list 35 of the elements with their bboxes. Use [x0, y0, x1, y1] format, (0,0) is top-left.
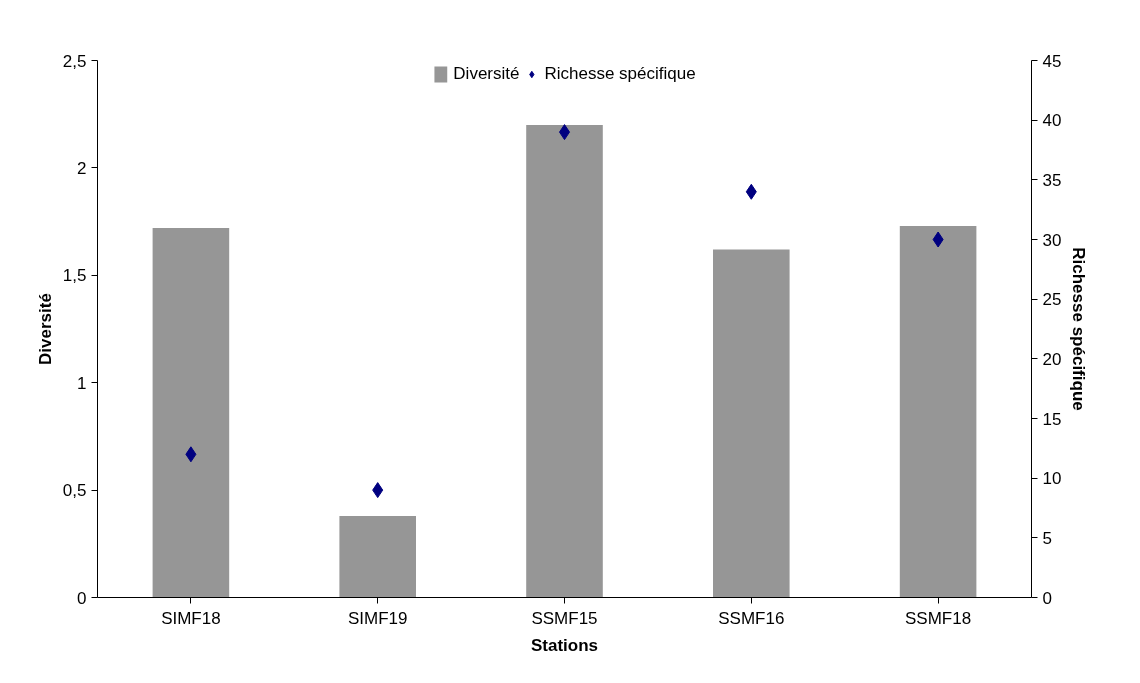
y-tick-label: 1,5: [62, 266, 87, 286]
y2-tick-label: 25: [1042, 290, 1062, 310]
y2-tick-label: 45: [1042, 51, 1062, 71]
x-tick-label: SIMF18: [161, 608, 221, 628]
x-axis-title: Stations: [530, 635, 599, 655]
y2-tick-label: 10: [1042, 469, 1062, 489]
y2-tick-label: 5: [1042, 528, 1052, 548]
bar: [526, 124, 603, 598]
point: [372, 482, 384, 499]
y-tick-label: 2: [77, 158, 87, 178]
x-tick-label: SSMF18: [905, 608, 972, 628]
point: [932, 231, 944, 248]
y2-tick-label: 35: [1042, 170, 1062, 190]
bar: [339, 515, 416, 598]
bar: [152, 228, 230, 598]
y2-tick-label: 15: [1042, 409, 1062, 429]
y2-axis-title: Richesse spécifique: [1069, 247, 1089, 411]
legend-label: Richesse spécifique: [544, 64, 696, 84]
y-tick-label: 0,5: [62, 481, 87, 501]
bar: [713, 249, 790, 598]
y-tick-label: 1: [77, 373, 87, 393]
y-tick-label: 2,5: [62, 51, 87, 71]
legend-label: Diversité: [453, 64, 520, 84]
x-tick-label: SIMF19: [347, 608, 408, 628]
bar: [899, 225, 977, 598]
y-axis-title: Diversité: [35, 293, 55, 365]
y2-tick-label: 20: [1042, 349, 1062, 369]
y-tick-label: 0: [77, 588, 87, 608]
x-tick-label: SSMF16: [718, 608, 785, 628]
y2-tick-label: 40: [1042, 111, 1062, 131]
y2-tick-label: 30: [1042, 230, 1062, 250]
x-tick-label: SSMF15: [531, 608, 598, 628]
point: [185, 446, 197, 463]
y2-tick-label: 0: [1042, 588, 1052, 608]
point: [745, 183, 757, 200]
